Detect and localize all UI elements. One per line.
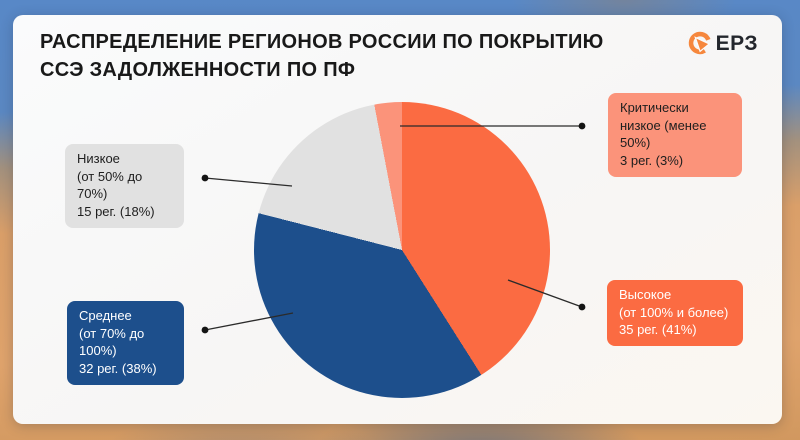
callout-dot xyxy=(201,326,209,334)
label-line-1: Критически xyxy=(620,100,689,115)
erz-logo-text: ЕРЗ xyxy=(715,31,758,55)
label-line-2: (от 70% до 100%) xyxy=(79,325,145,359)
label-srednee: Среднее (от 70% до 100%) 32 рег. (38%) xyxy=(67,301,184,385)
pie-chart xyxy=(254,102,550,398)
infographic-card: РАСПРЕДЕЛЕНИЕ РЕГИОНОВ РОССИИ ПО ПОКРЫТИ… xyxy=(13,15,782,424)
title-line-2: ССЭ ЗАДОЛЖЕННОСТИ ПО ПФ xyxy=(40,58,356,81)
label-line-1: Низкое xyxy=(77,151,120,166)
label-line-2: (от 50% до 70%) xyxy=(77,168,143,202)
label-vysokoe: Высокое (от 100% и более) 35 рег. (41%) xyxy=(607,280,743,347)
label-line-2: низкое (менее 50%) xyxy=(620,117,707,151)
label-nizkoe: Низкое (от 50% до 70%) 15 рег. (18%) xyxy=(65,144,184,228)
erz-logo: ЕРЗ xyxy=(687,30,758,57)
page-title: РАСПРЕДЕЛЕНИЕ РЕГИОНОВ РОССИИ ПО ПОКРЫТИ… xyxy=(40,29,660,84)
label-kriticheski-nizkoe: Критически низкое (менее 50%) 3 рег. (3%… xyxy=(608,93,742,177)
callout-dot xyxy=(578,303,586,311)
title-line-1: РАСПРЕДЕЛЕНИЕ РЕГИОНОВ РОССИИ ПО ПОКРЫТИ… xyxy=(40,31,604,53)
callout-dot xyxy=(201,174,209,182)
erz-logo-icon xyxy=(687,30,714,57)
label-line-2: (от 100% и более) xyxy=(619,304,729,320)
label-line-3: 3 рег. (3%) xyxy=(620,153,684,169)
label-line-1: Среднее xyxy=(79,308,132,323)
label-line-1: Высокое xyxy=(619,287,672,302)
callout-dot xyxy=(578,122,586,130)
label-line-3: 15 рег. (18%) xyxy=(77,204,155,220)
label-line-3: 32 рег. (38%) xyxy=(79,361,157,377)
label-line-3: 35 рег. (41%) xyxy=(619,322,697,338)
